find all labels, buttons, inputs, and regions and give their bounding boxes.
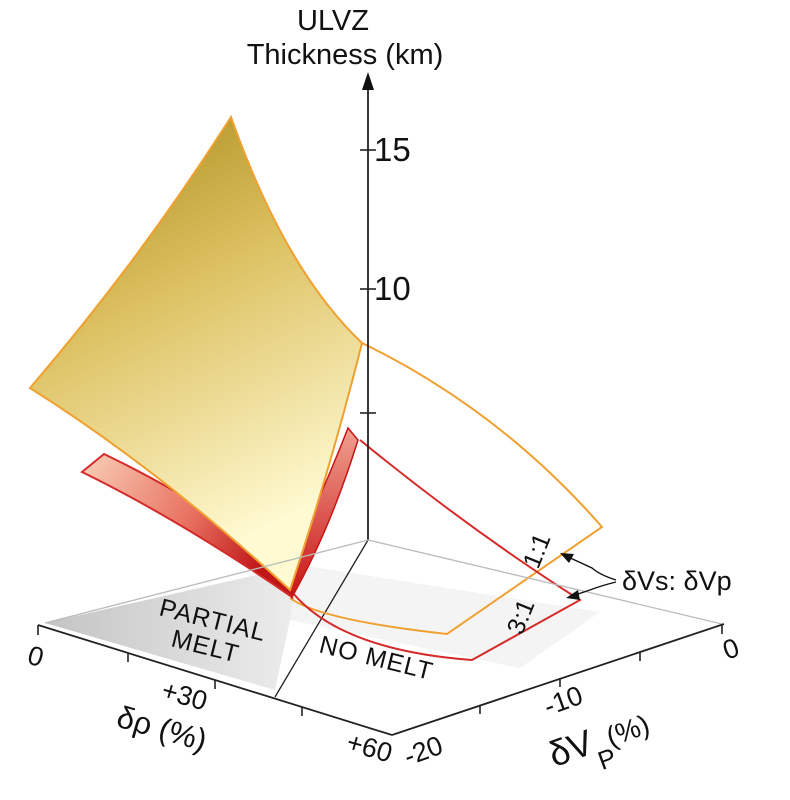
ratio-pointer-upper-head: [560, 553, 574, 563]
y-axis-title-main: δV: [543, 721, 598, 775]
z-tick-label-15: 15: [374, 131, 411, 168]
x-tick-label-0: 0: [24, 640, 47, 673]
z-axis-title-line1: ULVZ: [297, 5, 369, 37]
z-axis-title-line2: Thickness (km): [247, 39, 444, 71]
floor-light: [290, 565, 600, 668]
z-axis-arrow: [362, 72, 374, 90]
partial-melt-shadow: [45, 565, 300, 690]
y-tick-label-minus20: -20: [400, 730, 447, 772]
ratio-pointer-upper: [565, 555, 617, 581]
z-tick-label-10: 10: [374, 270, 411, 307]
surface-1to1-outline: [289, 342, 604, 636]
ratio-annotation: δVs: δVp: [622, 566, 732, 596]
y-axis-title-rest: (%): [602, 709, 654, 753]
back-edge-left: [44, 539, 369, 624]
ratio-pointer-lower-head: [566, 590, 580, 600]
surface-1to1: [28, 114, 364, 592]
back-edge-right: [367, 539, 723, 625]
x-tick-label-30: +30: [158, 675, 210, 716]
y-tick-label-0: 0: [719, 632, 743, 665]
y-axis-line: [391, 623, 725, 736]
ratio-1to1-label: 1:1: [518, 530, 557, 573]
ratio-pointer-lower: [571, 581, 617, 597]
surface-3to1-wall: [284, 426, 359, 599]
y-tick-label-minus10: -10: [540, 680, 587, 722]
